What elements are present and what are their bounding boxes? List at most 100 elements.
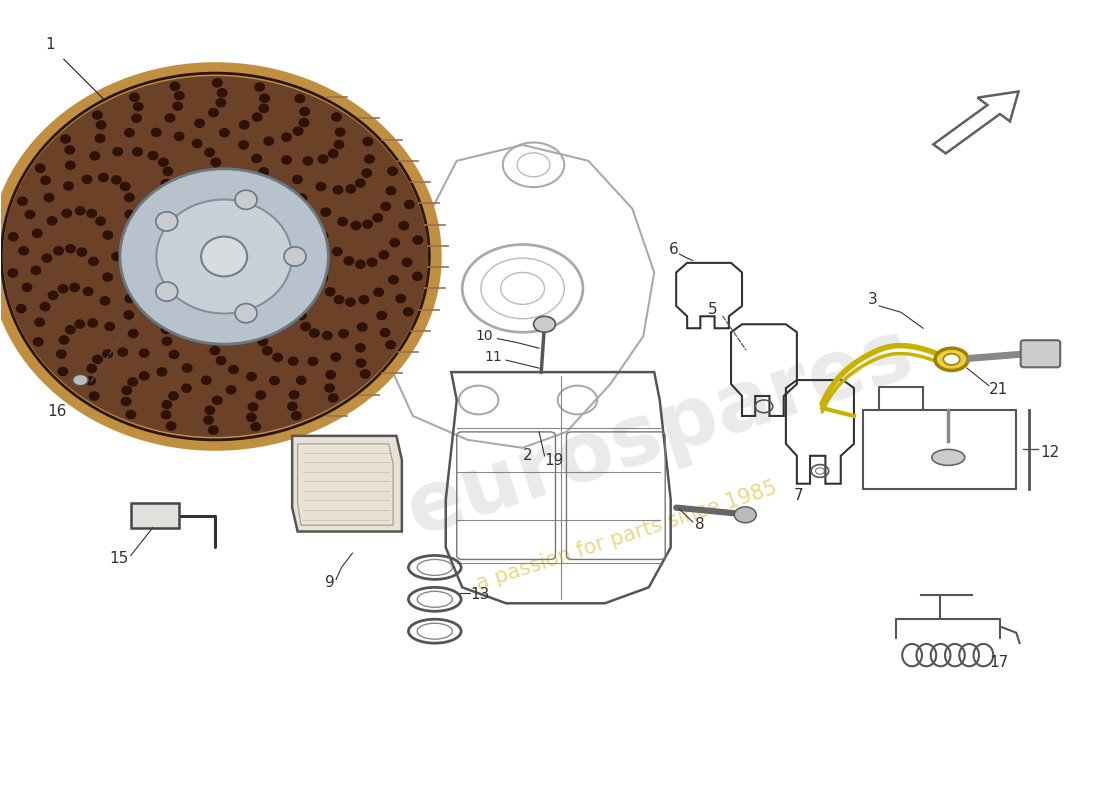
Ellipse shape xyxy=(53,246,64,256)
Ellipse shape xyxy=(216,98,227,107)
Ellipse shape xyxy=(57,366,68,376)
Ellipse shape xyxy=(201,237,248,277)
Ellipse shape xyxy=(402,258,412,267)
Ellipse shape xyxy=(86,209,97,218)
Ellipse shape xyxy=(298,118,309,127)
Ellipse shape xyxy=(151,128,162,137)
Ellipse shape xyxy=(226,385,236,394)
Polygon shape xyxy=(293,436,402,531)
Ellipse shape xyxy=(65,161,76,170)
Ellipse shape xyxy=(121,386,132,395)
Ellipse shape xyxy=(86,364,97,374)
Ellipse shape xyxy=(385,186,396,195)
FancyBboxPatch shape xyxy=(131,503,179,528)
Ellipse shape xyxy=(162,337,173,346)
Text: 13: 13 xyxy=(470,587,490,602)
Ellipse shape xyxy=(228,365,239,374)
Ellipse shape xyxy=(168,350,179,359)
Ellipse shape xyxy=(385,340,396,350)
Ellipse shape xyxy=(364,154,375,164)
Ellipse shape xyxy=(166,422,177,431)
Ellipse shape xyxy=(216,356,227,366)
Ellipse shape xyxy=(328,394,339,402)
Ellipse shape xyxy=(345,184,356,194)
Ellipse shape xyxy=(139,371,150,381)
Ellipse shape xyxy=(111,252,122,262)
Ellipse shape xyxy=(333,140,344,150)
Ellipse shape xyxy=(24,210,35,219)
Ellipse shape xyxy=(296,210,307,219)
Ellipse shape xyxy=(333,294,344,304)
Text: 6: 6 xyxy=(669,242,679,257)
Ellipse shape xyxy=(132,147,143,157)
Ellipse shape xyxy=(376,310,387,320)
Ellipse shape xyxy=(288,390,299,400)
Ellipse shape xyxy=(174,132,185,141)
Ellipse shape xyxy=(356,322,367,332)
Ellipse shape xyxy=(104,322,116,331)
Ellipse shape xyxy=(378,250,389,260)
Ellipse shape xyxy=(379,328,390,338)
Text: 3: 3 xyxy=(868,292,878,307)
Ellipse shape xyxy=(22,282,33,292)
Ellipse shape xyxy=(112,147,123,157)
Ellipse shape xyxy=(324,287,336,297)
Ellipse shape xyxy=(124,128,135,138)
Ellipse shape xyxy=(219,128,230,138)
Ellipse shape xyxy=(235,190,257,210)
Ellipse shape xyxy=(296,294,307,303)
Ellipse shape xyxy=(235,304,257,322)
Circle shape xyxy=(73,374,88,386)
Ellipse shape xyxy=(158,158,169,167)
Ellipse shape xyxy=(210,336,221,346)
Ellipse shape xyxy=(102,230,113,240)
Ellipse shape xyxy=(389,238,400,247)
Ellipse shape xyxy=(362,219,373,229)
Ellipse shape xyxy=(300,322,311,331)
Ellipse shape xyxy=(133,102,144,111)
Text: 15: 15 xyxy=(109,551,129,566)
Ellipse shape xyxy=(47,290,58,300)
Ellipse shape xyxy=(258,167,270,177)
Ellipse shape xyxy=(355,343,366,353)
Ellipse shape xyxy=(124,294,135,303)
Ellipse shape xyxy=(124,210,135,219)
Ellipse shape xyxy=(131,114,142,123)
Ellipse shape xyxy=(208,108,219,118)
Text: 16: 16 xyxy=(47,404,67,419)
Ellipse shape xyxy=(299,106,310,116)
Ellipse shape xyxy=(210,167,221,177)
Ellipse shape xyxy=(359,295,370,305)
Ellipse shape xyxy=(98,173,109,182)
Ellipse shape xyxy=(42,254,53,263)
Ellipse shape xyxy=(92,354,103,364)
Ellipse shape xyxy=(208,426,219,435)
Ellipse shape xyxy=(332,246,343,256)
Ellipse shape xyxy=(318,273,328,282)
Ellipse shape xyxy=(123,310,134,320)
Ellipse shape xyxy=(128,377,139,386)
Ellipse shape xyxy=(65,325,76,334)
Text: 8: 8 xyxy=(695,517,704,532)
Ellipse shape xyxy=(932,450,965,466)
Ellipse shape xyxy=(252,112,263,122)
Text: 11: 11 xyxy=(484,350,502,364)
Ellipse shape xyxy=(62,209,73,218)
Ellipse shape xyxy=(287,402,298,411)
Ellipse shape xyxy=(182,363,192,373)
Ellipse shape xyxy=(125,410,136,419)
Ellipse shape xyxy=(334,127,345,137)
Text: 9: 9 xyxy=(326,575,334,590)
Ellipse shape xyxy=(118,347,129,357)
Ellipse shape xyxy=(295,94,306,103)
Text: 12: 12 xyxy=(1041,446,1059,460)
Ellipse shape xyxy=(65,244,76,254)
Ellipse shape xyxy=(102,349,113,358)
Ellipse shape xyxy=(343,256,354,266)
Ellipse shape xyxy=(161,325,172,334)
Ellipse shape xyxy=(75,206,86,216)
Ellipse shape xyxy=(258,103,270,113)
Ellipse shape xyxy=(935,348,968,370)
Ellipse shape xyxy=(34,318,45,327)
Ellipse shape xyxy=(111,175,122,185)
